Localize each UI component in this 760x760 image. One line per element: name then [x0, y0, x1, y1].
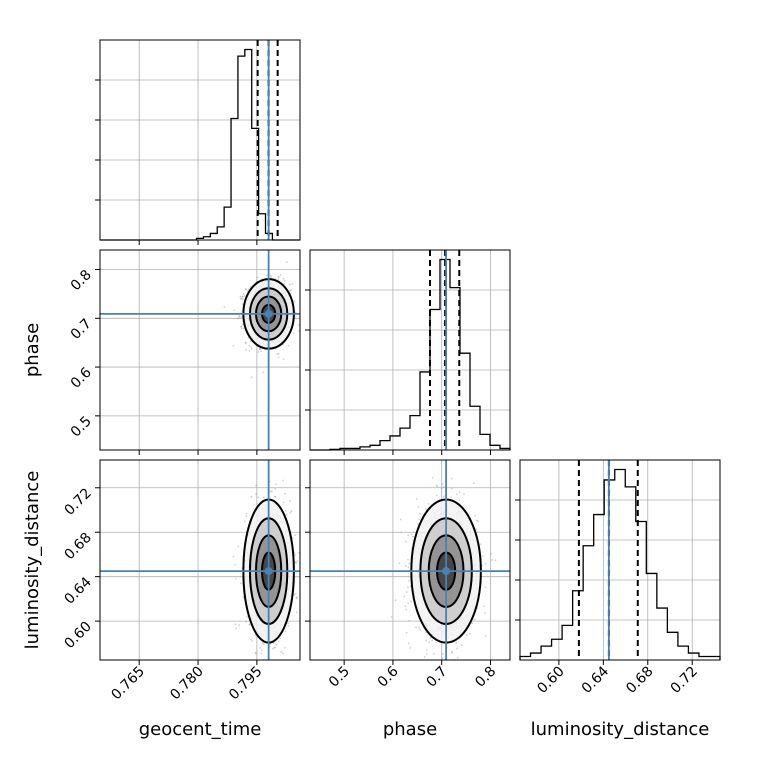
hist-panel-phase: [305, 249, 511, 455]
scatter-points: [232, 479, 300, 660]
x-tick-label-luminosity_distance: 0.68: [623, 664, 656, 697]
scatter-points: [223, 261, 300, 379]
x-axis-label-luminosity_distance: luminosity_distance: [531, 719, 710, 740]
x-tick-label-luminosity_distance: 0.72: [668, 664, 701, 697]
y-tick-label-phase: 0.7: [68, 316, 95, 343]
scatter-points: [390, 476, 497, 660]
truth-marker: [264, 309, 273, 318]
y-axis-label-phase: phase: [22, 323, 43, 377]
hist-panel-geocent_time: [95, 39, 301, 245]
x-tick-label-geocent_time: 0.780: [167, 664, 207, 704]
hist-panel-luminosity_distance: 0.60 0.64 0.68 0.72: [515, 459, 721, 697]
y-tick-label-luminosity_distance: 0.64: [61, 574, 94, 607]
x-axis-label-phase: phase: [383, 719, 437, 740]
scatter-panel-geocent_time-luminosity_distance: 0.60 0.64 0.68 0.72 0.765 0.780 0.795: [61, 459, 301, 704]
x-tick-label-phase: 0.6: [375, 663, 402, 690]
x-tick-label-phase: 0.8: [472, 664, 499, 691]
x-tick-label-geocent_time: 0.795: [226, 664, 266, 704]
scatter-panel-phase-luminosity_distance: 0.5 0.6 0.7 0.8: [305, 459, 511, 691]
histogram-luminosity_distance: [519, 468, 721, 660]
x-tick-label-phase: 0.5: [326, 664, 353, 691]
y-tick-label-phase: 0.5: [68, 413, 95, 440]
y-tick-label-luminosity_distance: 0.60: [61, 619, 94, 652]
y-tick-label-luminosity_distance: 0.68: [61, 530, 94, 563]
x-tick-label-luminosity_distance: 0.60: [534, 664, 567, 697]
x-tick-label-geocent_time: 0.765: [108, 664, 148, 704]
histogram-phase: [310, 258, 511, 451]
scatter-panel-geocent_time-phase: 0.5 0.6 0.7 0.8: [68, 249, 301, 455]
truth-marker: [264, 567, 273, 576]
y-tick-label-phase: 0.8: [68, 267, 95, 294]
x-tick-label-luminosity_distance: 0.64: [579, 663, 612, 696]
y-tick-label-luminosity_distance: 0.72: [61, 485, 94, 518]
x-tick-label-phase: 0.7: [423, 664, 450, 691]
y-axis-label-luminosity_distance: luminosity_distance: [22, 471, 43, 650]
y-tick-label-phase: 0.6: [68, 365, 95, 392]
truth-marker: [442, 567, 451, 576]
histogram-geocent_time: [100, 48, 300, 241]
x-axis-label-geocent_time: geocent_time: [139, 719, 262, 740]
